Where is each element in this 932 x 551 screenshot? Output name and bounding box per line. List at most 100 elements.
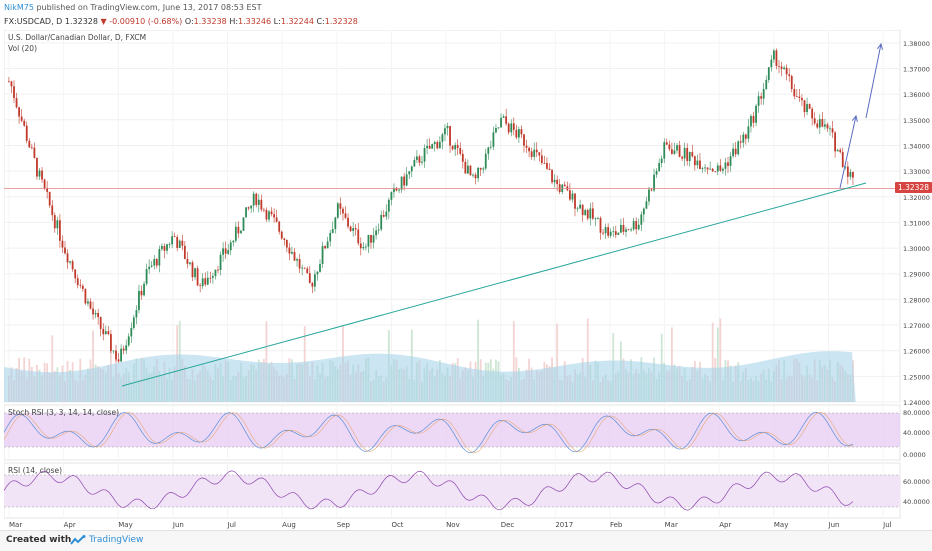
candle-body <box>849 171 852 177</box>
published-text: published on TradingView.com, June 13, 2… <box>36 3 262 12</box>
candle-body <box>316 271 319 275</box>
candle-body <box>367 234 370 247</box>
candle-body <box>293 251 296 261</box>
candle-body <box>181 240 184 246</box>
symbol-text: FX:USDCAD, D 1.32328 <box>4 17 98 26</box>
annotations <box>4 42 900 387</box>
candle-body <box>602 232 604 234</box>
stoch-tick-label: 0.0000 <box>903 451 926 459</box>
candle-body <box>456 144 459 149</box>
candle-body <box>127 336 130 346</box>
candle-body <box>464 161 467 174</box>
candle-body <box>449 126 451 146</box>
candle-body <box>732 148 734 157</box>
candle-body <box>548 168 551 170</box>
candle-body <box>48 191 51 206</box>
candle-body <box>576 208 579 210</box>
high-value: 1.33246 <box>238 17 272 26</box>
candle-body <box>250 205 253 209</box>
candle-body <box>607 227 610 236</box>
candle-body <box>691 152 694 157</box>
candle-body <box>56 220 59 229</box>
candle-body <box>359 243 362 249</box>
candle-body <box>795 96 798 98</box>
candle-body <box>528 147 530 152</box>
candle-body <box>813 118 816 124</box>
tradingview-brand-link[interactable]: TradingView <box>89 535 144 545</box>
candle-body <box>727 162 729 166</box>
candle-body <box>625 229 627 232</box>
main-pane[interactable] <box>4 30 901 403</box>
candle-body <box>255 193 258 205</box>
candle-body <box>13 86 15 99</box>
time-tick-label: Mar <box>665 521 678 529</box>
candle-body <box>25 125 28 141</box>
candle-body <box>530 151 533 157</box>
candle-body <box>178 240 181 248</box>
candle-body <box>780 66 783 70</box>
time-tick-label: Apr <box>719 521 731 529</box>
candle-body <box>829 128 831 130</box>
volume-bar <box>586 318 589 402</box>
candle-body <box>492 132 495 147</box>
candle-body <box>831 128 834 133</box>
price-tick-label: 1.35000 <box>903 117 930 125</box>
candle-body <box>370 234 372 243</box>
candle-body <box>117 359 120 362</box>
candle-body <box>719 165 722 171</box>
candle-body <box>120 348 122 362</box>
candle-body <box>61 240 64 248</box>
candle-body <box>51 205 54 216</box>
author-link[interactable]: NikM75 <box>4 3 34 12</box>
candle-body <box>755 105 757 123</box>
candle-body <box>785 67 788 75</box>
candle-body <box>824 124 826 127</box>
candle-body <box>574 193 576 209</box>
candle-body <box>699 160 701 170</box>
chart-area[interactable]: 1.38000 1.37000 1.36000 1.35000 1.34000 1.330… <box>4 30 932 530</box>
candle-body <box>122 348 125 351</box>
candle-body <box>773 50 775 60</box>
price-tick-label: 1.36000 <box>903 91 930 99</box>
time-tick-label: Oct <box>391 521 403 529</box>
candle-body <box>489 146 492 148</box>
candle-body <box>540 155 543 163</box>
volume-bar <box>265 321 268 402</box>
candle-body <box>696 160 699 166</box>
price-tick-label: 1.24000 <box>903 399 930 407</box>
candle-body <box>99 317 102 329</box>
chart-header: NikM75 published on TradingView.com, Jun… <box>0 0 932 30</box>
candle-body <box>43 179 46 189</box>
candle-body <box>612 231 615 233</box>
rsi-title: RSI (14, close) <box>8 466 63 475</box>
volume-title: Vol (20) <box>8 44 38 53</box>
candle-body <box>632 221 635 230</box>
candle-body <box>372 235 375 243</box>
candle-body <box>739 141 742 143</box>
candle-body <box>538 152 541 156</box>
price-chart[interactable]: 1.38000 1.37000 1.36000 1.35000 1.34000 1.330… <box>4 30 932 530</box>
grid-lines <box>4 30 900 518</box>
candle-body <box>171 236 173 245</box>
candle-body <box>704 167 706 169</box>
candle-body <box>841 152 844 167</box>
last-price-badge: 1.32328 <box>894 182 932 194</box>
candle-body <box>770 59 773 68</box>
candle-body <box>706 167 709 170</box>
candle-body <box>158 249 161 266</box>
candle-body <box>357 229 360 244</box>
candle-body <box>500 117 502 128</box>
candle-body <box>365 246 367 248</box>
candle-body <box>288 247 291 254</box>
candle-body <box>461 153 464 162</box>
candle-body <box>263 209 265 211</box>
candle-body <box>227 250 230 254</box>
volume-ma-area <box>4 351 856 402</box>
candle-body <box>852 171 854 178</box>
candle-body <box>571 193 574 200</box>
candle-body <box>686 147 689 162</box>
tradingview-logo-icon <box>70 535 86 545</box>
time-axis: Mar Apr May Jun Jul Aug Sep Oct Nov Dec 2017 Feb Mar… <box>9 521 892 529</box>
candle-body <box>408 171 411 175</box>
candle-body <box>418 156 421 163</box>
